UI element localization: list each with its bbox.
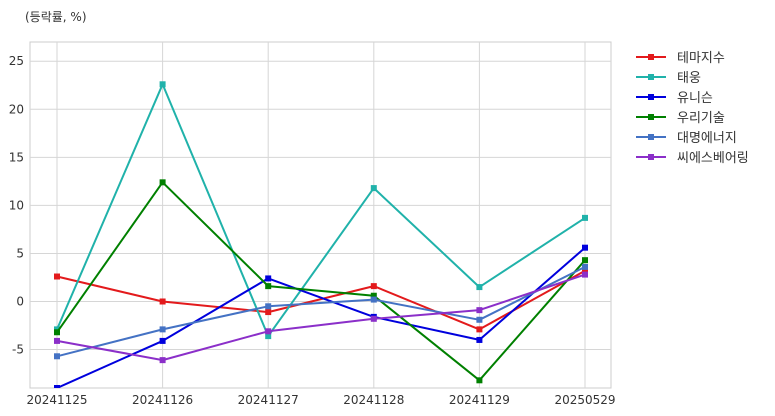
data-point [159,81,166,88]
y-tick-label: 15 [9,150,24,164]
data-point [370,185,377,192]
legend-item[interactable]: 씨에스베어링 [636,151,749,166]
data-point [582,271,588,278]
data-point [476,307,483,314]
data-point [476,284,483,291]
axes: -5 0 5 10 15 20 25 20241125 20241126 20241127 2024… [9,54,616,407]
data-point [476,377,483,384]
data-point [54,385,60,388]
series-line [56,273,586,362]
legend-item[interactable]: 대명에너지 [636,131,737,146]
y-unit-label: (등락률, %) [25,10,87,24]
data-point [265,333,272,340]
series-line [56,181,586,382]
series-line [56,266,586,358]
data-point [54,329,60,336]
x-tick-label: 20241128 [343,393,404,407]
series-1 [54,267,588,333]
data-point [54,273,60,280]
data-point [582,263,588,270]
data-point [582,267,588,274]
data-point [370,296,377,303]
data-point [54,353,60,360]
data-point [370,315,377,322]
legend-label: 씨에스베어링 [677,151,749,166]
series-line [56,83,586,338]
data-point [159,357,166,364]
legend-swatch-marker [648,114,654,120]
data-point [582,244,588,251]
legend-item[interactable]: 우리기술 [636,111,725,126]
legend-label: 우리기술 [677,111,725,126]
series-4 [54,179,588,384]
data-point [370,292,377,299]
data-point [265,303,272,310]
y-tick-label: 10 [9,198,24,212]
data-point [159,179,166,186]
x-tick-label: 20241127 [238,393,299,407]
y-tick-label: -5 [12,343,24,357]
data-point [582,257,588,264]
series-layer [54,81,588,388]
x-tick-label: 20241126 [132,393,193,407]
data-point [265,275,272,282]
legend-swatch-marker [648,134,654,140]
series-line [56,269,586,331]
data-point [476,336,483,343]
data-point [476,326,483,333]
legend-label: 유니슨 [677,91,713,106]
legend-swatch-marker [648,94,654,100]
data-point [159,326,166,333]
data-point [476,316,483,323]
legend-item[interactable]: 유니슨 [636,91,713,106]
legend-swatch-marker [648,154,654,160]
plot-area [29,41,612,389]
data-point [265,328,272,335]
data-point [54,337,60,344]
data-point [582,214,588,221]
legend-label: 테마지수 [677,51,725,66]
x-tick-label: 20241129 [449,393,510,407]
y-tick-label: 20 [9,102,24,116]
legend-label: 태웅 [677,71,701,86]
data-point [265,283,272,290]
legend-label: 대명에너지 [677,131,737,146]
series-line [56,246,586,388]
data-point [370,283,377,290]
data-point [265,309,272,316]
y-tick-label: 25 [9,54,24,68]
y-tick-label: 0 [16,295,24,309]
data-point [159,298,166,305]
legend-item[interactable]: 테마지수 [636,51,725,66]
plot-frame [29,41,612,389]
series-5 [54,263,588,360]
x-tick-label: 20250529 [554,393,615,407]
legend-swatch-marker [648,74,654,80]
legend-swatch-marker [648,54,654,60]
data-point [159,337,166,344]
x-tick-label: 20241125 [26,393,87,407]
y-tick-label: 5 [16,246,24,260]
legend-item[interactable]: 태웅 [636,71,701,86]
series-6 [54,271,588,364]
